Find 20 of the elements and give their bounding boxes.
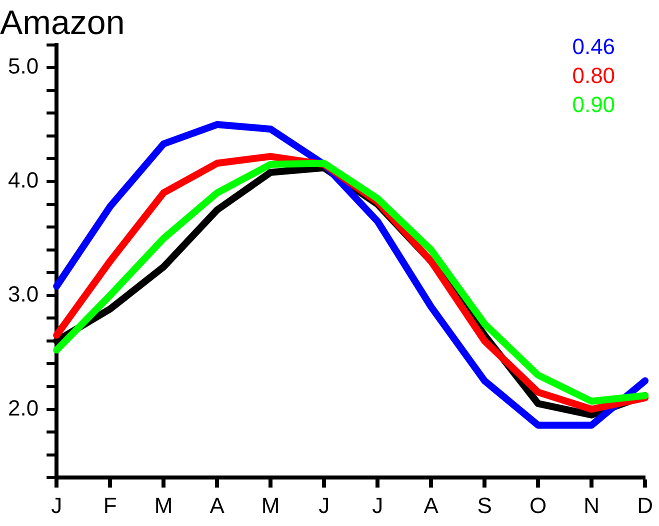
y-tick-label: 2.0 (8, 395, 39, 420)
x-tick-label: S (477, 492, 492, 518)
chart-title: Amazon (0, 4, 125, 42)
y-tick-label: 3.0 (8, 281, 39, 306)
x-tick-label: J (318, 492, 330, 518)
text: 0.90 (572, 92, 616, 118)
x-tick-label: N (584, 492, 600, 518)
y-tick-label: 4.0 (8, 168, 39, 193)
text: 0.80 (572, 63, 616, 88)
x-tick-label: M (261, 492, 280, 518)
text: 0.46 (572, 34, 616, 60)
x-tick-label: F (103, 492, 117, 518)
x-tick-label: D (637, 492, 653, 518)
x-tick-label: J (372, 492, 384, 518)
x-tick-label: M (154, 492, 173, 518)
x-tick-label: O (530, 492, 547, 518)
x-tick-label: A (424, 492, 439, 518)
x-tick-label: J (51, 492, 62, 518)
x-tick-label: A (210, 492, 225, 518)
y-tick-label: 5.0 (8, 54, 39, 79)
